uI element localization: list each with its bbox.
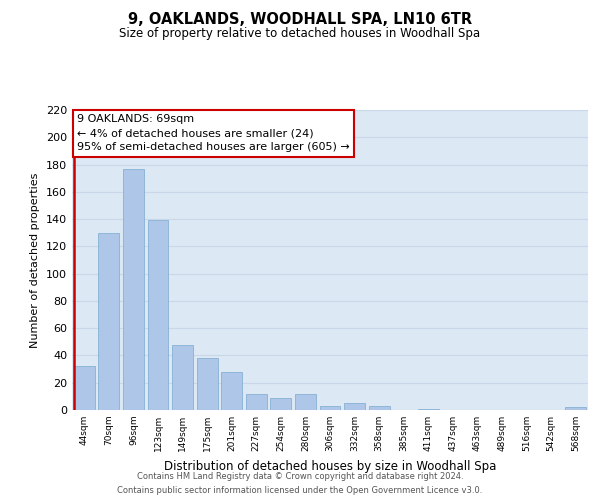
- Bar: [565, 408, 586, 410]
- Text: 9 OAKLANDS: 69sqm
← 4% of detached houses are smaller (24)
95% of semi-detached : 9 OAKLANDS: 69sqm ← 4% of detached house…: [77, 114, 350, 152]
- Bar: [418, 408, 439, 410]
- Text: 9, OAKLANDS, WOODHALL SPA, LN10 6TR: 9, OAKLANDS, WOODHALL SPA, LN10 6TR: [128, 12, 472, 28]
- Bar: [271, 398, 292, 410]
- Bar: [344, 403, 365, 410]
- Bar: [221, 372, 242, 410]
- Text: Size of property relative to detached houses in Woodhall Spa: Size of property relative to detached ho…: [119, 28, 481, 40]
- Bar: [74, 366, 95, 410]
- Bar: [295, 394, 316, 410]
- X-axis label: Distribution of detached houses by size in Woodhall Spa: Distribution of detached houses by size …: [164, 460, 496, 472]
- Bar: [368, 406, 389, 410]
- Y-axis label: Number of detached properties: Number of detached properties: [31, 172, 40, 348]
- Bar: [148, 220, 169, 410]
- Text: Contains HM Land Registry data © Crown copyright and database right 2024.: Contains HM Land Registry data © Crown c…: [137, 472, 463, 481]
- Text: Contains public sector information licensed under the Open Government Licence v3: Contains public sector information licen…: [118, 486, 482, 495]
- Bar: [123, 168, 144, 410]
- Bar: [246, 394, 267, 410]
- Bar: [98, 232, 119, 410]
- Bar: [197, 358, 218, 410]
- Bar: [172, 344, 193, 410]
- Bar: [320, 406, 340, 410]
